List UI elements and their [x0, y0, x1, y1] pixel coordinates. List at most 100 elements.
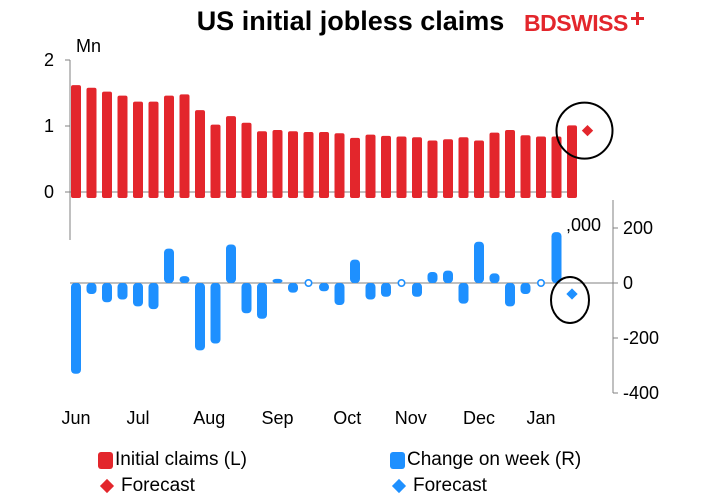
change-bar	[257, 283, 267, 319]
claims-bar	[179, 94, 190, 198]
right-tick-label: -200	[623, 328, 659, 348]
change-bar	[195, 283, 205, 351]
claims-bar	[536, 136, 546, 198]
change-bar	[350, 259, 360, 283]
change-bar	[179, 276, 190, 283]
annotations	[550, 101, 614, 324]
change-bar	[319, 283, 329, 292]
claims-bar	[148, 101, 159, 198]
change-forecast-callout	[550, 276, 590, 324]
right-tick-label: 200	[623, 218, 653, 238]
claims-bar	[71, 85, 81, 198]
claims-bar	[195, 110, 205, 198]
change-bar	[412, 283, 422, 297]
change-small-marker	[536, 278, 545, 287]
x-tick-label: Nov	[395, 408, 427, 428]
claims-bar	[505, 129, 515, 198]
change-bar	[210, 283, 221, 344]
claims-bar	[443, 139, 453, 198]
change-bar	[489, 273, 500, 283]
legend-swatch-change-forecast	[391, 478, 407, 494]
claims-bar	[102, 91, 112, 198]
bdswiss-logo: BDSWISS	[524, 8, 644, 38]
left-tick-label: 0	[44, 182, 54, 202]
change-bar	[164, 248, 174, 283]
change-bar	[272, 278, 283, 283]
change-bar	[226, 244, 236, 283]
change-bar	[505, 283, 515, 307]
change-bar	[148, 283, 159, 310]
left-unit-label: Mn	[76, 36, 101, 56]
claims-bar	[164, 95, 174, 198]
x-tick-label: Sep	[261, 408, 293, 428]
change-bar	[474, 241, 484, 283]
change-bar	[443, 270, 453, 283]
claims-bar	[427, 140, 438, 198]
change-bar	[288, 283, 298, 293]
change-bar	[86, 283, 97, 294]
change-bar	[102, 283, 112, 303]
claims-bar	[412, 137, 422, 198]
claims-bar	[567, 125, 577, 198]
claims-bar	[489, 132, 500, 198]
claims-bar	[396, 136, 407, 198]
legend-label-claims: Initial claims (L)	[115, 449, 247, 470]
change-bar	[117, 283, 128, 300]
change-bar	[458, 283, 469, 304]
change-bar	[520, 283, 531, 294]
change-bar	[551, 232, 562, 283]
claims-bar	[133, 101, 143, 198]
claims-forecast-callout	[555, 101, 614, 160]
claims-bar	[350, 137, 360, 198]
legend-label-change: Change on week (R)	[407, 449, 582, 470]
claims-bar	[319, 131, 329, 198]
legend-swatch-change	[390, 451, 405, 469]
x-axis: Jun Jul Aug Sep Oct Nov Dec Jan	[61, 408, 555, 428]
claims-bar	[551, 136, 562, 198]
claims-bar	[272, 129, 283, 198]
legend-item-claims: Initial claims (L)	[98, 449, 247, 471]
x-tick-label: Jun	[61, 408, 90, 428]
right-tick-label: -400	[623, 383, 659, 403]
change-small-marker	[304, 278, 313, 287]
change-small-marker	[397, 278, 406, 287]
claims-bar	[458, 137, 469, 198]
change-bar	[365, 283, 376, 300]
legend-item-change: Change on week (R)	[390, 449, 581, 471]
change-bar	[241, 283, 252, 314]
claims-bar	[86, 87, 97, 198]
claims-bar	[241, 122, 252, 198]
claims-bar	[303, 131, 314, 198]
legend-item-claims-forecast: Forecast	[98, 475, 195, 497]
claims-forecast-marker	[581, 124, 594, 137]
top-panel: 2 1 0 Mn	[44, 36, 594, 240]
change-bar	[427, 272, 438, 283]
claims-bar	[474, 140, 484, 198]
right-unit-label: ,000	[566, 215, 601, 235]
legend-label-claims-forecast: Forecast	[121, 475, 195, 496]
legend-swatch-claims	[98, 451, 113, 469]
change-forecast-marker	[566, 288, 578, 300]
x-tick-label: Jul	[126, 408, 149, 428]
legend-label-change-forecast: Forecast	[413, 475, 487, 496]
claims-bar	[117, 95, 128, 198]
chart-title: US initial jobless claims	[196, 6, 505, 36]
claims-bar	[381, 135, 391, 198]
x-tick-label: Jan	[526, 408, 555, 428]
claims-bar	[210, 124, 221, 198]
claims-bar	[334, 133, 345, 198]
logo-text: BDSWISS	[524, 9, 628, 36]
change-bar	[71, 283, 81, 374]
right-tick-label: 0	[623, 273, 633, 293]
claims-bar	[288, 131, 298, 198]
claims-bar	[226, 116, 236, 198]
x-tick-label: Aug	[193, 408, 225, 428]
legend-item-change-forecast: Forecast	[390, 475, 487, 497]
claims-bar	[257, 131, 267, 198]
change-bar	[133, 283, 143, 307]
bottom-panel: 200 0 -200 -400 ,000	[70, 200, 659, 403]
claims-bar	[520, 135, 531, 198]
claims-bar	[365, 134, 376, 198]
plus-icon	[630, 11, 644, 25]
